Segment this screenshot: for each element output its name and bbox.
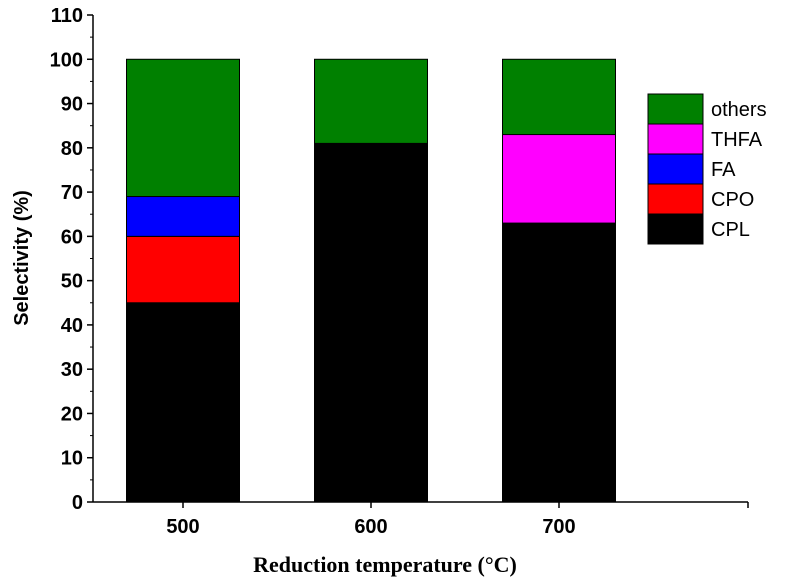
bar-600-others <box>314 58 428 144</box>
bar-700-thfa <box>502 134 616 224</box>
bar-500-fa <box>126 196 240 237</box>
bar-500-cpl <box>126 302 240 503</box>
legend-swatch-cpl <box>647 213 704 245</box>
x-tick-label-500: 500 <box>166 516 199 538</box>
bar-700-others <box>502 58 616 136</box>
y-tick-label-60: 60 <box>61 226 83 248</box>
y-tick-label-90: 90 <box>61 94 83 116</box>
legend-label-cpl: CPL <box>711 219 750 241</box>
y-tick-label-30: 30 <box>61 359 83 381</box>
bar-500-others <box>126 58 240 198</box>
x-axis-title: Reduction temperature (°C) <box>253 552 517 577</box>
x-tick-label-700: 700 <box>542 516 575 538</box>
bar-500-cpo <box>126 235 240 304</box>
legend-swatch-cpo <box>647 183 704 215</box>
y-tick-label-50: 50 <box>61 271 83 293</box>
y-tick-label-80: 80 <box>61 138 83 160</box>
x-tick-label-600: 600 <box>354 516 387 538</box>
y-tick-label-100: 100 <box>50 49 83 71</box>
bar-700-cpl <box>502 222 616 503</box>
bars-layer <box>126 58 616 503</box>
legend: others THFA FA CPO CPL <box>647 93 767 245</box>
bar-600-cpl <box>314 142 428 503</box>
legend-label-others: others <box>711 99 767 121</box>
y-tick-label-0: 0 <box>72 492 83 514</box>
y-tick-label-10: 10 <box>61 448 83 470</box>
legend-swatch-thfa <box>647 123 704 155</box>
y-axis-title: Selectivity (%) <box>11 190 33 326</box>
y-tick-label-40: 40 <box>61 315 83 337</box>
y-tick-label-70: 70 <box>61 182 83 204</box>
y-tick-label-110: 110 <box>51 5 83 27</box>
legend-swatch-fa <box>647 153 704 185</box>
y-tick-label-20: 20 <box>61 403 83 425</box>
legend-label-thfa: THFA <box>711 129 763 151</box>
legend-swatch-others <box>647 93 704 125</box>
legend-label-cpo: CPO <box>711 189 754 211</box>
axes-layer: 0 10 20 30 40 50 60 70 80 90 100 110 500 600 700 <box>50 5 749 538</box>
legend-label-fa: FA <box>711 159 736 181</box>
